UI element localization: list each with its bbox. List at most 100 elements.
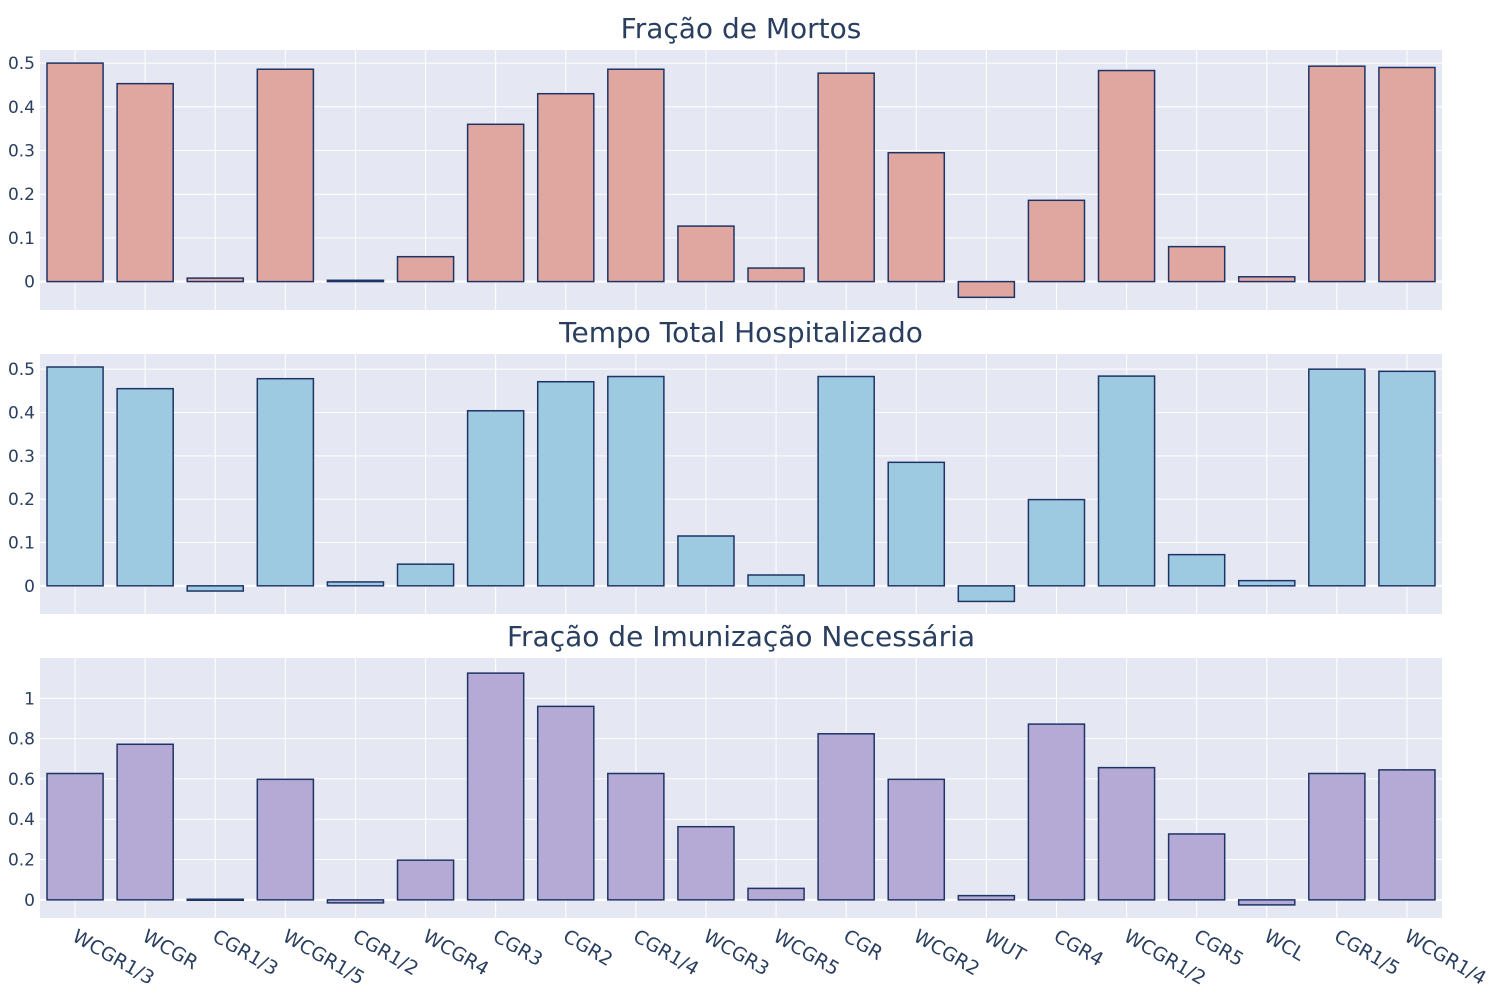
y-tick-label: 0.1	[8, 229, 35, 249]
plot-background	[40, 50, 1442, 310]
bar-wcgr1-3	[46, 366, 104, 587]
x-tick-label: WCGR1/4	[1400, 925, 1489, 989]
x-tick-label: CGR3	[489, 925, 546, 971]
y-tick-label: 0.4	[8, 404, 35, 424]
x-tick-label: CGR1/3	[209, 925, 282, 980]
bar-wcgr1-2	[1097, 766, 1156, 901]
bar-wcgr5	[747, 887, 805, 901]
bar-cgr4	[1027, 498, 1086, 587]
x-tick-label: CGR	[840, 925, 887, 965]
bar-wcgr2	[887, 151, 946, 283]
y-tick-label: 0	[24, 577, 35, 597]
bar-cgr1-5	[1308, 368, 1366, 587]
bar-cgr1-3	[186, 277, 245, 283]
bar-cgr5	[1167, 553, 1226, 587]
bar-cgr1-2	[326, 581, 385, 587]
x-tick-label: CGR4	[1050, 925, 1107, 971]
bar-wcgr3	[677, 825, 735, 901]
y-tick-label: 0.2	[8, 490, 35, 510]
bar-cgr1-4	[607, 375, 665, 587]
x-tick-label: WUT	[980, 925, 1030, 966]
y-tick-label: 0.4	[8, 98, 35, 118]
x-tick-label: WCGR5	[770, 925, 843, 980]
bar-cgr1-5	[1308, 65, 1366, 283]
bar-wcgr1-5	[256, 377, 315, 587]
chart-title: Fração de Mortos	[621, 12, 862, 45]
y-tick-label: 0.1	[8, 534, 35, 554]
bar-wcgr1-3	[46, 772, 104, 901]
bar-cgr1-3	[186, 898, 245, 902]
bar-cgr3	[466, 410, 525, 587]
bar-cgr2	[536, 380, 595, 587]
y-tick-label: 0	[24, 891, 35, 911]
chart-panel-2: 0 0.1 0.2 0.3 0.4 0.5 Tempo Total Hospitalizad…	[8, 316, 1442, 614]
y-tick-label: 0.8	[8, 730, 35, 750]
bar-wut	[957, 280, 1016, 299]
bar-wut	[957, 585, 1016, 603]
chart-title: Tempo Total Hospitalizado	[558, 316, 923, 349]
bar-wcgr3	[677, 535, 735, 587]
bar-wcgr4	[396, 859, 455, 901]
bar-wcgr	[116, 82, 174, 283]
bar-wcgr5	[747, 574, 805, 587]
bar-cgr4	[1027, 723, 1086, 901]
bar-wut	[957, 894, 1016, 901]
bar-wcgr	[116, 743, 174, 901]
bar-wcl	[1237, 276, 1296, 283]
bar-wcgr1-5	[256, 68, 315, 283]
plot-background	[40, 354, 1442, 614]
y-tick-label: 0.2	[8, 851, 35, 871]
bar-cgr1-2	[326, 279, 385, 283]
bar-wcgr5	[747, 267, 805, 283]
x-tick-label: CGR2	[559, 925, 616, 971]
plot-background	[40, 658, 1442, 918]
y-tick-label: 0.3	[8, 447, 35, 467]
bar-wcgr1-3	[46, 62, 104, 283]
bar-wcgr1-2	[1097, 375, 1156, 587]
bar-wcgr1-4	[1378, 769, 1436, 901]
x-tick-label: WCGR2	[910, 925, 983, 980]
chart-panel-3: 0 0.2 0.4 0.6 0.8 1 Fração de Imunização Neces…	[8, 620, 1490, 990]
bar-wcgr1-4	[1378, 370, 1436, 587]
x-tick-label: WCGR4	[419, 925, 492, 980]
bar-cgr1-5	[1308, 772, 1366, 901]
y-tick-label: 0.5	[8, 54, 35, 74]
y-tick-label: 0.6	[8, 770, 35, 790]
bar-wcgr	[116, 387, 174, 587]
x-tick-label: WCGR3	[699, 925, 772, 980]
y-tick-label: 0.5	[8, 360, 35, 380]
bar-wcgr1-2	[1097, 69, 1156, 283]
bar-cgr4	[1027, 199, 1086, 283]
bar-cgr2	[536, 92, 595, 283]
bar-cgr1-3	[186, 585, 245, 592]
bar-wcl	[1237, 579, 1296, 587]
bar-cgr5	[1167, 245, 1226, 283]
bar-cgr5	[1167, 833, 1226, 901]
bar-wcgr3	[677, 225, 735, 283]
x-tick-label: WCL	[1260, 925, 1308, 966]
y-tick-label: 1	[24, 689, 35, 709]
y-tick-label: 0.2	[8, 185, 35, 205]
y-tick-label: 0.4	[8, 810, 35, 830]
bar-wcgr4	[396, 563, 455, 587]
bar-cgr2	[536, 705, 595, 901]
bar-cgr	[817, 72, 875, 283]
x-tick-label: CGR1/4	[629, 925, 702, 980]
bar-cgr1-4	[607, 68, 665, 283]
chart-title: Fração de Imunização Necessária	[507, 620, 975, 653]
bar-cgr1-2	[326, 899, 385, 904]
bar-wcgr4	[396, 255, 455, 283]
bar-wcgr2	[887, 461, 946, 587]
bar-wcgr1-5	[256, 778, 315, 901]
x-tick-label: CGR1/5	[1330, 925, 1403, 980]
y-tick-label: 0.3	[8, 142, 35, 162]
bar-wcgr1-4	[1378, 66, 1436, 283]
y-tick-label: 0	[24, 273, 35, 293]
chart-panel-1: 0 0.1 0.2 0.3 0.4 0.5 Fração de Mortos	[8, 12, 1442, 310]
bar-cgr3	[466, 672, 525, 901]
bar-cgr	[817, 733, 875, 901]
bar-wcgr2	[887, 778, 946, 901]
bar-cgr3	[466, 123, 525, 283]
bar-cgr1-4	[607, 772, 665, 901]
